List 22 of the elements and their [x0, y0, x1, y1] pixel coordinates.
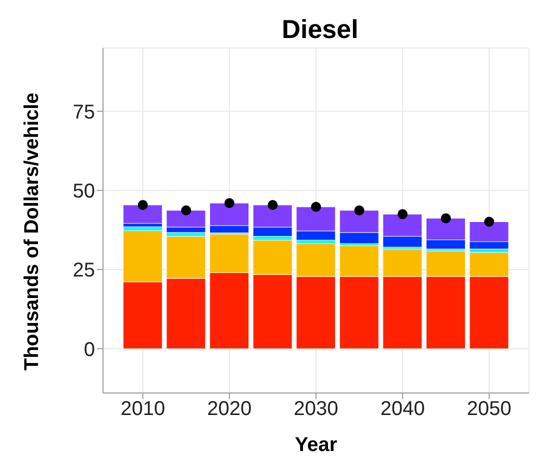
point	[484, 216, 494, 227]
x-tick-label: 2020	[207, 398, 252, 420]
point	[268, 200, 278, 210]
y-tick-label: 0	[84, 338, 95, 361]
x-tick-label: 2040	[380, 398, 425, 420]
y-axis-title: Thousands of Dollars/vehicle	[21, 92, 44, 370]
x-tick-label: 2010	[120, 398, 166, 420]
y-tick-label: 75	[72, 101, 95, 124]
x-tick-label: 2030	[294, 398, 338, 420]
chart-title: Diesel	[280, 14, 360, 45]
point	[181, 205, 192, 216]
point	[224, 198, 234, 208]
point	[138, 200, 148, 210]
point	[398, 209, 408, 220]
point	[354, 205, 364, 216]
x-tick-label: 2050	[466, 398, 512, 420]
y-tick-label: 25	[72, 260, 95, 282]
x-axis-title: Year	[294, 434, 338, 456]
point	[311, 202, 321, 212]
point	[440, 213, 451, 224]
bar	[122, 204, 162, 224]
y-tick-label: 50	[72, 180, 95, 203]
